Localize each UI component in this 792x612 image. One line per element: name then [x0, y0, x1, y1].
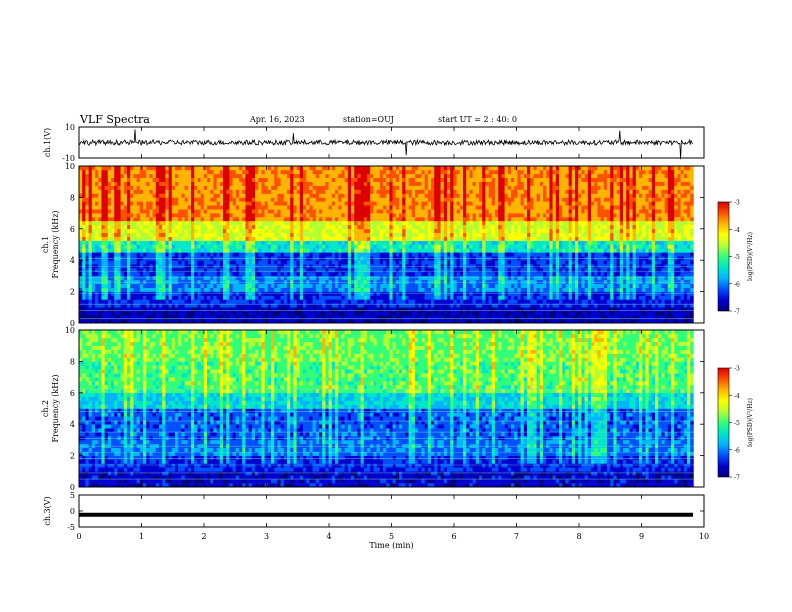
ch1-spec-ylabel-1: ch.1 — [41, 236, 50, 253]
ch2-spectrogram-ytick-label: 8 — [70, 357, 75, 366]
x-tick-label: 3 — [264, 532, 269, 541]
ch1-colorbar-label: log(PSD)(V²/Hz) — [747, 232, 754, 281]
vlf-spectra-figure: 10-100246810024681050-50 1 2 3 4 5 6 7 8 9 10Time … — [0, 0, 792, 612]
x-tick-label: 5 — [389, 532, 394, 541]
ch1-colorbar-tick-label: -5 — [734, 254, 740, 261]
ch1-spectrogram-ytick-label: 10 — [65, 162, 75, 171]
ch1-colorbar-tick-label: -4 — [734, 227, 740, 234]
ch1-colorbar-bar — [718, 202, 729, 311]
ch2-colorbar-tick-label: -4 — [734, 393, 740, 400]
ch2-colorbar-tick-label: -7 — [734, 475, 740, 482]
ch2-spectrogram-ytick-label: 6 — [70, 389, 75, 398]
ch3-ylabel: ch.3(V) — [43, 496, 52, 525]
x-tick-label: 8 — [576, 532, 581, 541]
ch3-waveform-ytick-label: -5 — [67, 523, 75, 532]
x-tick-label: 10 — [699, 532, 709, 541]
x-tick-label: 6 — [451, 532, 456, 541]
ch2-colorbar-bar — [718, 368, 729, 477]
ch2-colorbar-tick-label: -5 — [734, 420, 740, 427]
ch1-spectrogram-ytick-label: 6 — [70, 225, 75, 234]
ch2-colorbar-tick-label: -6 — [734, 447, 740, 454]
x-tick-label: 4 — [326, 532, 331, 541]
ch2-colorbar-label: log(PSD)(V²/Hz) — [747, 398, 754, 447]
ch1-spectrogram-image — [79, 166, 694, 323]
ch1-spec-ylabel-2: Frequency (kHz) — [51, 210, 60, 278]
ch1-ylabel: ch.1(V) — [43, 128, 52, 157]
x-tick-label: 9 — [639, 532, 644, 541]
x-tick-label: 0 — [76, 532, 81, 541]
ch2-spectrogram-ytick-label: 4 — [70, 420, 75, 429]
ch3-waveform-ytick-label: 5 — [70, 491, 75, 500]
ch1-colorbar-tick-label: -3 — [734, 200, 740, 207]
x-tick-label: 7 — [514, 532, 519, 541]
ch1-spectrogram-ytick-label: 4 — [70, 256, 75, 265]
ch1-waveform-ytick-label: 10 — [65, 123, 75, 132]
x-tick-label: 2 — [201, 532, 206, 541]
ch2-spec-ylabel-2: Frequency (kHz) — [51, 374, 60, 442]
ch1-spectrogram-ytick-label: 8 — [70, 193, 75, 202]
ch1-spectrogram-ytick-label: 2 — [70, 288, 75, 297]
ch2-spectrogram-image — [79, 330, 694, 487]
ch3-waveform-frame — [79, 495, 704, 527]
ch2-spectrogram-ytick-label: 10 — [65, 326, 75, 335]
x-tick-label: 1 — [139, 532, 144, 541]
ch3-waveform-ytick-label: 0 — [70, 507, 75, 516]
ch2-spectrogram-ytick-label: 2 — [70, 452, 75, 461]
ch2-spec-ylabel-1: ch.2 — [41, 400, 50, 417]
ch1-colorbar-tick-label: -6 — [734, 281, 740, 288]
ch1-waveform-trace — [79, 129, 693, 159]
ch2-colorbar-tick-label: -3 — [734, 366, 740, 373]
x-axis-label: Time (min) — [369, 541, 413, 550]
ch1-colorbar-tick-label: -7 — [734, 309, 740, 316]
